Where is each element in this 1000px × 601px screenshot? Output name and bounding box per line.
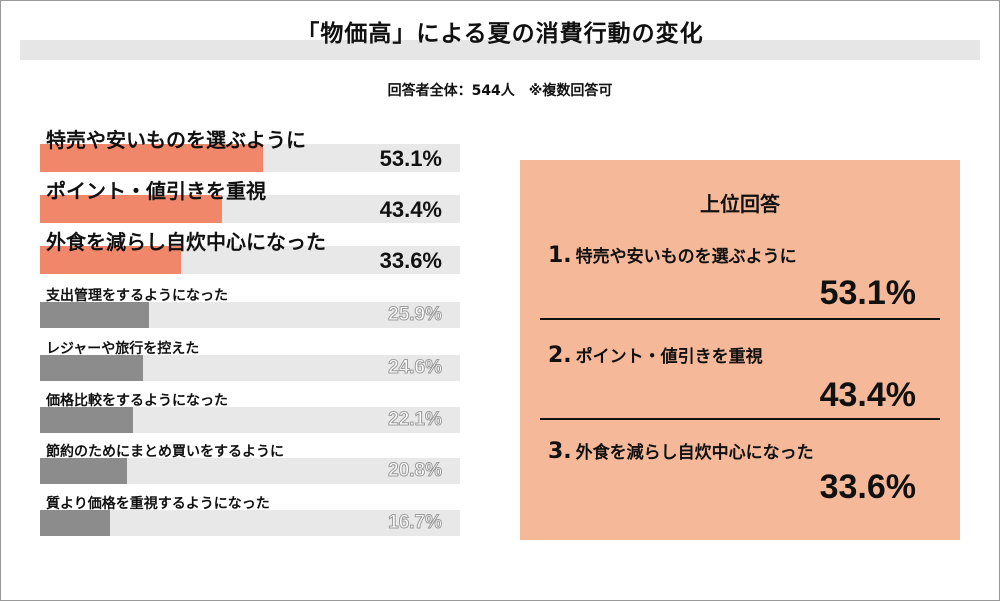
bar-value-label: 43.4% — [379, 197, 442, 222]
rank-text: ポイント・値引きを重視 — [575, 347, 763, 367]
top-answers-panel: 上位回答 1. 特売や安いものを選ぶように 53.1% 2. ポイント・値引きを重視… — [520, 160, 960, 540]
rank-label: 2. ポイント・値引きを重視 — [548, 342, 763, 368]
bar — [40, 246, 182, 274]
bar-value-label: 25.9% — [388, 304, 443, 326]
rank-percent: 33.6% — [819, 468, 916, 506]
bar — [40, 195, 223, 223]
bar-value-label: 16.7% — [388, 512, 443, 534]
bar-value-label: 22.1% — [388, 409, 443, 431]
bar-label: レジャーや旅行を控えた — [46, 341, 200, 357]
bar-label: 支出管理をするようになった — [46, 288, 228, 304]
bar-value-label: 20.8% — [388, 460, 443, 482]
rank-divider — [540, 418, 940, 420]
rank-label: 3. 外食を減らし自炊中心になった — [548, 438, 814, 464]
rank-number: 2. — [548, 343, 572, 368]
rank-percent: 43.4% — [819, 376, 916, 414]
bar — [40, 458, 128, 484]
bar-label: 価格比較をするようになった — [46, 393, 228, 409]
bar — [40, 144, 264, 172]
bar-label: 外食を減らし自炊中心になった — [46, 230, 326, 254]
bar-value-label: 24.6% — [388, 357, 443, 379]
bar-value-label: 33.6% — [379, 248, 442, 273]
rank-number: 3. — [548, 439, 572, 464]
bar-label: 節約のためにまとめ買いをするように — [46, 444, 284, 460]
rank-text: 特売や安いものを選ぶように — [575, 247, 797, 267]
bar-value-label: 53.1% — [379, 146, 442, 171]
chart-title: 「物価高」による夏の消費行動の変化 — [296, 21, 704, 47]
chart-subtitle: 回答者全体：544人 ※複数回答可 — [387, 83, 613, 99]
bar — [40, 510, 111, 536]
bar-label: 特売や安いものを選ぶように — [46, 128, 306, 152]
bar — [40, 407, 133, 433]
rank-number: 1. — [548, 243, 572, 268]
bar-label: ポイント・値引きを重視 — [46, 179, 266, 203]
bar-label: 質より価格を重視するようになった — [46, 496, 270, 512]
rank-divider — [540, 318, 940, 320]
bar — [40, 302, 149, 328]
panel-title: 上位回答 — [700, 192, 780, 216]
title-band — [20, 40, 980, 60]
rank-label: 1. 特売や安いものを選ぶように — [548, 242, 797, 268]
rank-text: 外食を減らし自炊中心になった — [575, 443, 814, 463]
rank-percent: 53.1% — [819, 274, 916, 312]
bar — [40, 355, 144, 381]
